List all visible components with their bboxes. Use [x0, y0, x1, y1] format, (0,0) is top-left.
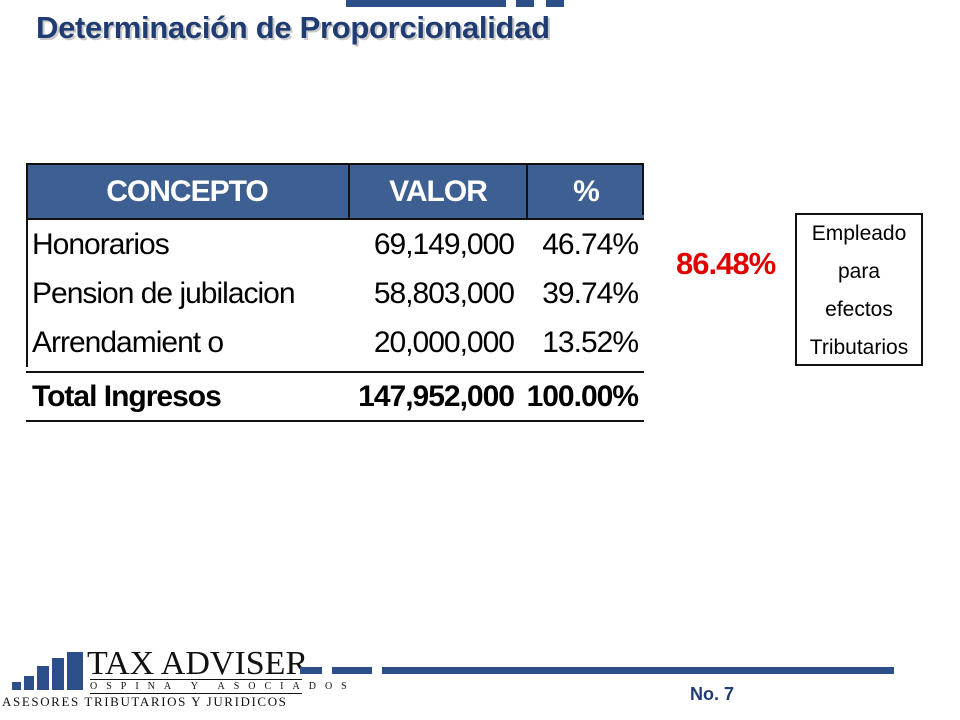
- row-percent: 13.52%: [542, 326, 639, 359]
- column-divider: [526, 165, 528, 218]
- note-line: para: [837, 260, 881, 283]
- logo-name: TAX ADVISER: [87, 645, 309, 682]
- table-header: CONCEPTO VALOR %: [26, 163, 644, 220]
- row-percent: 46.74%: [542, 228, 639, 261]
- total-percent: 100.00%: [526, 380, 639, 413]
- column-header-concepto: CONCEPTO: [106, 175, 268, 208]
- proportionality-table: CONCEPTO VALOR % Honorarios 69,149,000 4…: [26, 163, 644, 422]
- bottom-accent-bar: [300, 667, 322, 674]
- total-row: Total Ingresos 147,952,000 100.00%: [26, 371, 644, 422]
- page-number: No. 7: [690, 684, 735, 704]
- table-row: Pension de jubilacion 58,803,000 39.74%: [26, 269, 644, 318]
- row-concepto: Arrendamient o: [32, 326, 224, 359]
- logo-tagline: ASESORES TRIBUTARIOS Y JURIDICOS: [2, 694, 288, 709]
- logo-subtitle: OSPINA Y ASOCIADOS: [90, 679, 356, 694]
- row-valor: 69,149,000: [373, 228, 515, 261]
- total-valor: 147,952,000: [358, 380, 515, 413]
- row-concepto: Pension de jubilacion: [32, 277, 296, 310]
- note-line: Tributarios: [809, 336, 909, 359]
- note-line: Empleado: [811, 222, 907, 245]
- table-border: [26, 215, 28, 367]
- row-valor: 58,803,000: [373, 277, 515, 310]
- note-box: Empleado para efectos Tributarios: [795, 213, 923, 366]
- row-percent: 39.74%: [542, 277, 639, 310]
- table-row: Honorarios 69,149,000 46.74%: [26, 220, 644, 269]
- bottom-accent-bar: [382, 667, 894, 674]
- column-header-valor: VALOR: [389, 175, 488, 208]
- column-header-percent: %: [573, 175, 600, 208]
- highlight-percentage: 86.48%: [676, 246, 776, 281]
- table-border: [26, 163, 28, 215]
- row-valor: 20,000,000: [373, 326, 515, 359]
- row-concepto: Honorarios: [32, 228, 170, 261]
- total-concepto: Total Ingresos: [32, 380, 222, 413]
- bottom-accent-bar: [332, 667, 372, 674]
- slide-title: Determinación de Proporcionalidad: [36, 10, 550, 45]
- top-accent-bar: [346, 0, 506, 7]
- column-divider: [348, 165, 350, 218]
- top-accent-bar: [516, 0, 534, 7]
- table-row: Arrendamient o 20,000,000 13.52%: [26, 318, 644, 367]
- note-line: efectos: [825, 298, 893, 321]
- top-accent-bar: [546, 0, 564, 7]
- table-border: [642, 163, 644, 215]
